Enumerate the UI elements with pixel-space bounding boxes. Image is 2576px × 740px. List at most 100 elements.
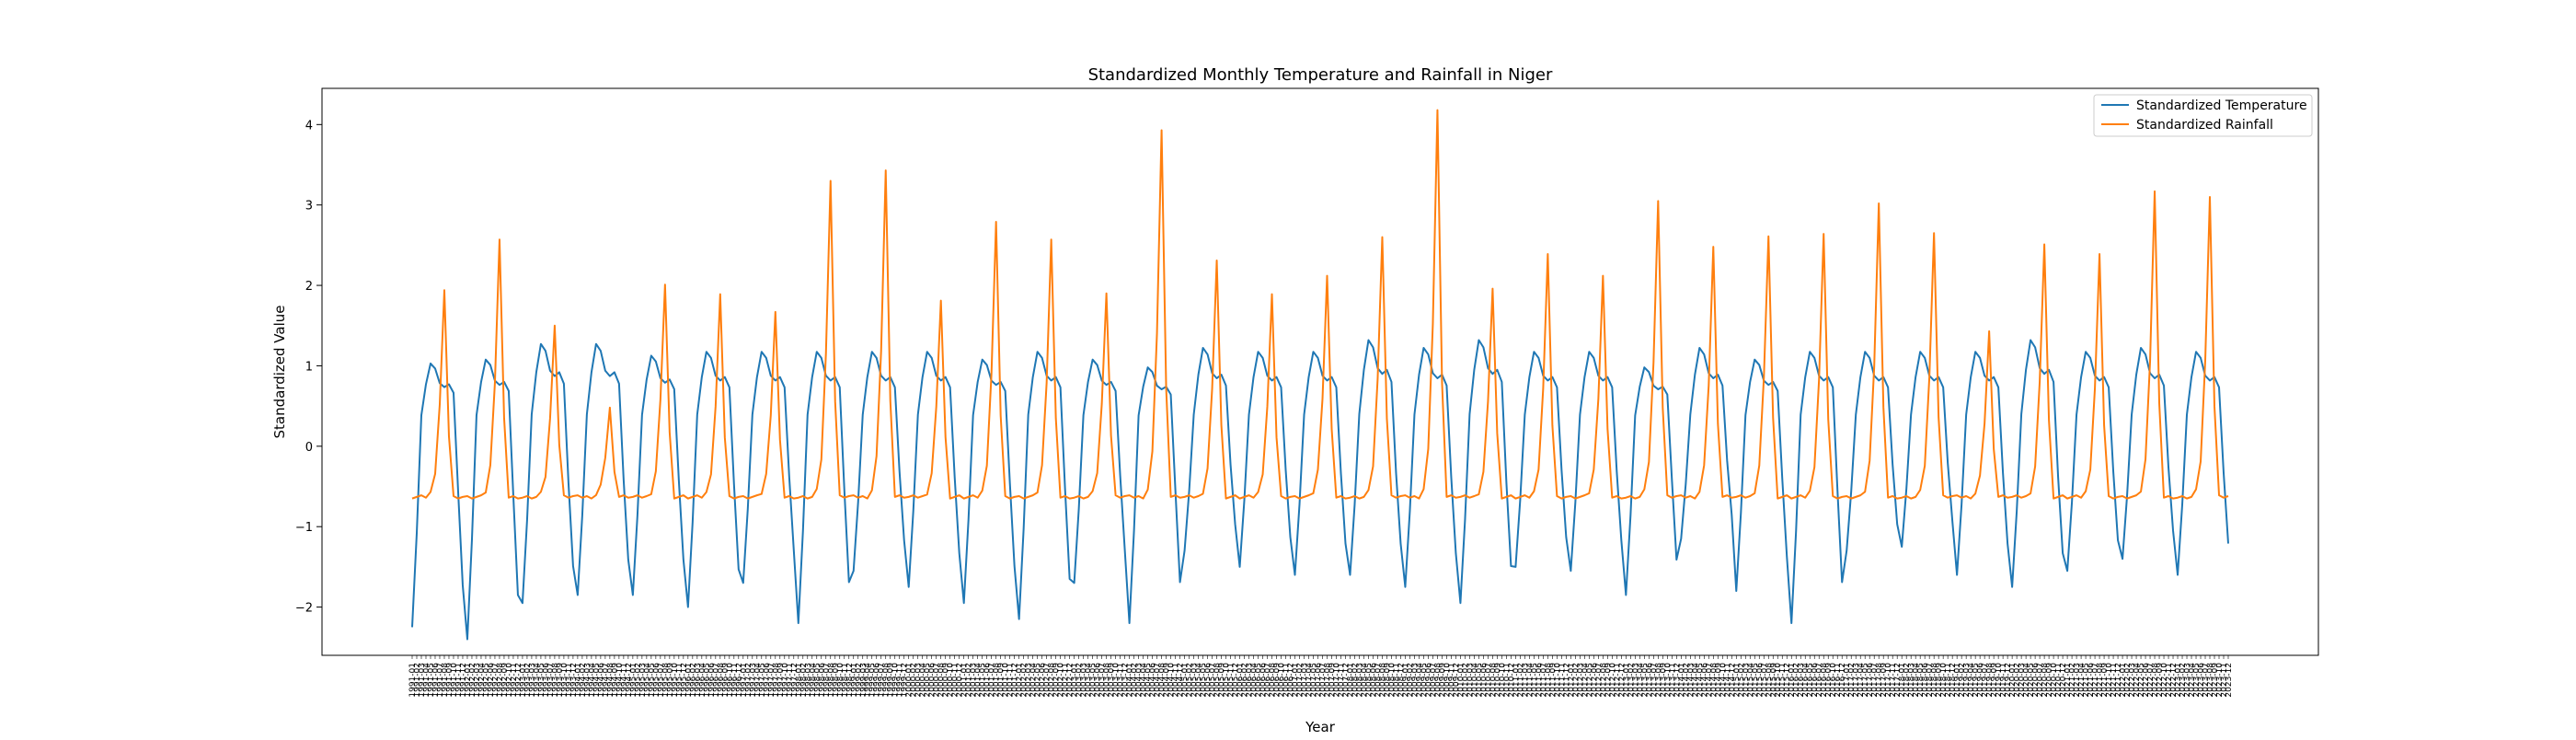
- x-tick-label: 1998-01: [795, 663, 804, 698]
- x-tick-label: 2019-12: [2004, 663, 2013, 698]
- x-tick-label: 2001-10: [1002, 663, 1011, 698]
- x-tick-label: 2000-12: [956, 663, 965, 698]
- x-tick-label: 1998-11: [841, 663, 850, 698]
- x-tick-label: 1991-11: [454, 663, 464, 698]
- x-tick-label: 2005-03: [1190, 663, 1200, 698]
- x-tick-label: 2008-05: [1364, 663, 1374, 698]
- y-tick-label: 3: [305, 200, 313, 214]
- x-tick-label: 1993-06: [542, 663, 551, 698]
- x-tick-label: 2003-11: [1117, 663, 1126, 698]
- x-tick-label: 2007-11: [1337, 663, 1346, 698]
- x-tick-label: 1998-06: [818, 663, 827, 698]
- x-tick-label: 1997-04: [753, 663, 763, 698]
- x-tick-label: 2017-01: [1843, 663, 1852, 698]
- x-tick-label: 1995-09: [666, 663, 675, 698]
- x-tick-label: 2003-04: [1085, 663, 1094, 698]
- x-tick-label: 2005-04: [1195, 663, 1204, 698]
- x-tick-label: 2001-11: [1006, 663, 1016, 698]
- x-tick-label: 2006-05: [1255, 663, 1264, 698]
- x-tick-label: 1993-11: [565, 663, 574, 698]
- x-tick-label: 1996-06: [707, 663, 717, 698]
- x-tick-label: 2005-09: [1218, 663, 1227, 698]
- x-tick-label: 2022-06: [2142, 663, 2151, 698]
- x-tick-label: 2017-09: [1880, 663, 1889, 698]
- x-tick-label: 2007-03: [1301, 663, 1310, 698]
- x-tick-label: 2007-08: [1323, 663, 1332, 698]
- y-tick-label: −2: [295, 602, 313, 616]
- x-tick-label: 1998-02: [799, 663, 809, 698]
- x-tick-label: 2010-10: [1498, 663, 1507, 698]
- x-tick-label: 2018-01: [1898, 663, 1907, 698]
- x-tick-label: 2010-03: [1466, 663, 1475, 698]
- x-tick-label: 2004-11: [1172, 663, 1181, 698]
- x-tick-label: 2005-12: [1232, 663, 1241, 698]
- x-tick-label: 1998-09: [832, 663, 841, 698]
- x-tick-label: 1994-05: [592, 663, 602, 698]
- x-tick-label: 1991-10: [450, 663, 459, 698]
- x-tick-label: 2010-04: [1470, 663, 1479, 698]
- x-tick-label: 2020-10: [2050, 663, 2059, 698]
- x-tick-label: 2008-12: [1397, 663, 1406, 698]
- x-tick-label: 2019-07: [1981, 663, 1990, 698]
- x-tick-label: 2009-01: [1401, 663, 1410, 698]
- x-tick-label: 2019-08: [1985, 663, 1995, 698]
- x-tick-label: 1995-12: [680, 663, 689, 698]
- x-tick-label: 1999-11: [896, 663, 905, 698]
- x-tick-label: 2012-05: [1585, 663, 1594, 698]
- x-tick-label: 2022-08: [2151, 663, 2160, 698]
- x-tick-label: 2016-10: [1829, 663, 1838, 698]
- x-tick-label: 1997-03: [749, 663, 758, 698]
- x-tick-label: 2017-06: [1866, 663, 1875, 698]
- x-tick-label: 2019-09: [1990, 663, 1999, 698]
- x-tick-label: 2021-06: [2087, 663, 2096, 698]
- x-tick-label: 2021-10: [2105, 663, 2114, 698]
- x-tick-label: 2023-10: [2215, 663, 2225, 698]
- x-tick-label: 2007-10: [1332, 663, 1341, 698]
- x-tick-label: 2018-06: [1921, 663, 1930, 698]
- x-tick-label: 2006-01: [1236, 663, 1246, 698]
- x-tick-label: 2000-09: [942, 663, 951, 698]
- x-tick-label: 2005-10: [1223, 663, 1232, 698]
- x-tick-label: 2021-07: [2091, 663, 2100, 698]
- x-tick-label: 2015-01: [1732, 663, 1742, 698]
- x-tick-label: 2002-06: [1039, 663, 1048, 698]
- x-tick-label: 2002-11: [1062, 663, 1071, 698]
- x-tick-label: 1993-05: [537, 663, 546, 698]
- x-tick-label: 2018-12: [1949, 663, 1958, 698]
- x-tick-label: 2013-03: [1631, 663, 1640, 698]
- x-tick-label: 1995-08: [661, 663, 671, 698]
- x-tick-label: 2014-02: [1682, 663, 1691, 698]
- x-tick-label: 1994-01: [574, 663, 583, 698]
- x-tick-label: 2014-11: [1723, 663, 1732, 698]
- x-tick-label: 1993-10: [560, 663, 569, 698]
- x-tick-label: 2013-09: [1659, 663, 1668, 698]
- x-tick-label: 2008-06: [1369, 663, 1378, 698]
- x-tick-label: 1991-03: [418, 663, 427, 698]
- x-tick-label: 2023-07: [2202, 663, 2211, 698]
- x-tick-label: 1998-10: [836, 663, 845, 698]
- x-tick-label: 1992-03: [473, 663, 482, 698]
- x-tick-label: 1994-10: [615, 663, 625, 698]
- x-tick-label: 2000-03: [914, 663, 924, 698]
- x-tick-label: 2000-05: [924, 663, 933, 698]
- x-tick-label: 2001-02: [965, 663, 974, 698]
- x-tick-label: 1999-01: [850, 663, 859, 698]
- x-tick-label: 2014-12: [1728, 663, 1737, 698]
- x-tick-label: 1995-06: [652, 663, 661, 698]
- x-tick-label: 1996-07: [712, 663, 721, 698]
- y-tick-label: 0: [305, 441, 313, 455]
- x-tick-label: 2013-02: [1627, 663, 1636, 698]
- x-tick-label: 2001-08: [993, 663, 1002, 698]
- x-tick-label: 2003-06: [1094, 663, 1103, 698]
- x-tick-label: 2020-05: [2027, 663, 2036, 698]
- x-tick-label: 1992-09: [500, 663, 510, 698]
- x-tick-label: 2012-11: [1613, 663, 1622, 698]
- x-tick-label: 2011-05: [1530, 663, 1539, 698]
- x-tick-label: 2017-04: [1857, 663, 1866, 698]
- x-tick-label: 1996-09: [721, 663, 730, 698]
- x-tick-label: 1991-01: [408, 663, 418, 698]
- x-tick-label: 2009-09: [1438, 663, 1447, 698]
- x-tick-label: 1994-11: [620, 663, 629, 698]
- x-tick-label: 2017-10: [1884, 663, 1893, 698]
- x-tick-label: 2016-03: [1797, 663, 1806, 698]
